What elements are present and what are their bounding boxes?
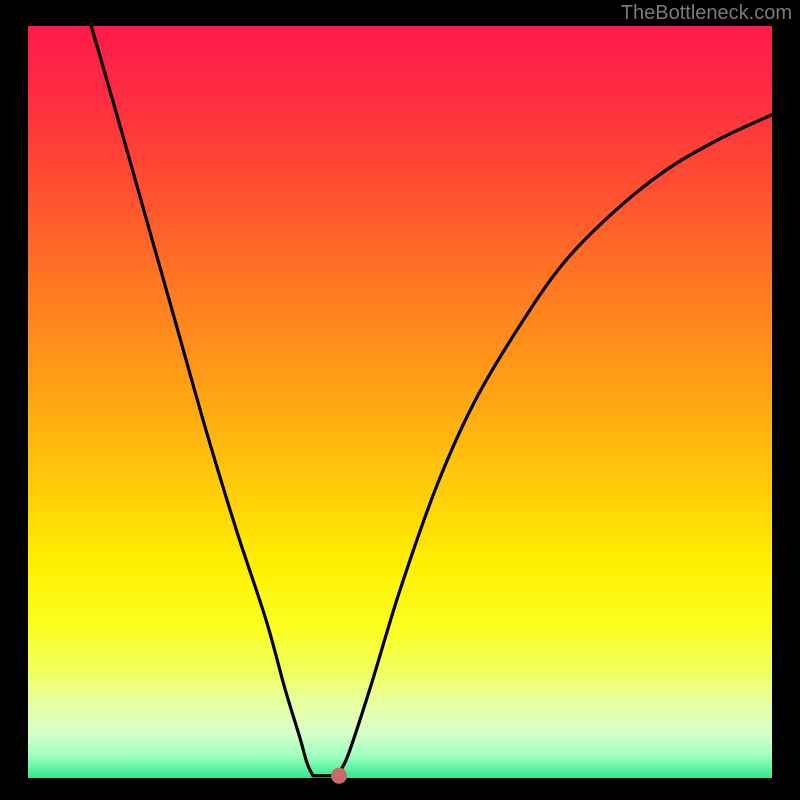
minimum-marker (331, 768, 347, 784)
chart-container: TheBottleneck.com (0, 0, 800, 800)
chart-svg (0, 0, 800, 800)
watermark-text: TheBottleneck.com (621, 2, 792, 25)
plot-background (28, 26, 772, 778)
